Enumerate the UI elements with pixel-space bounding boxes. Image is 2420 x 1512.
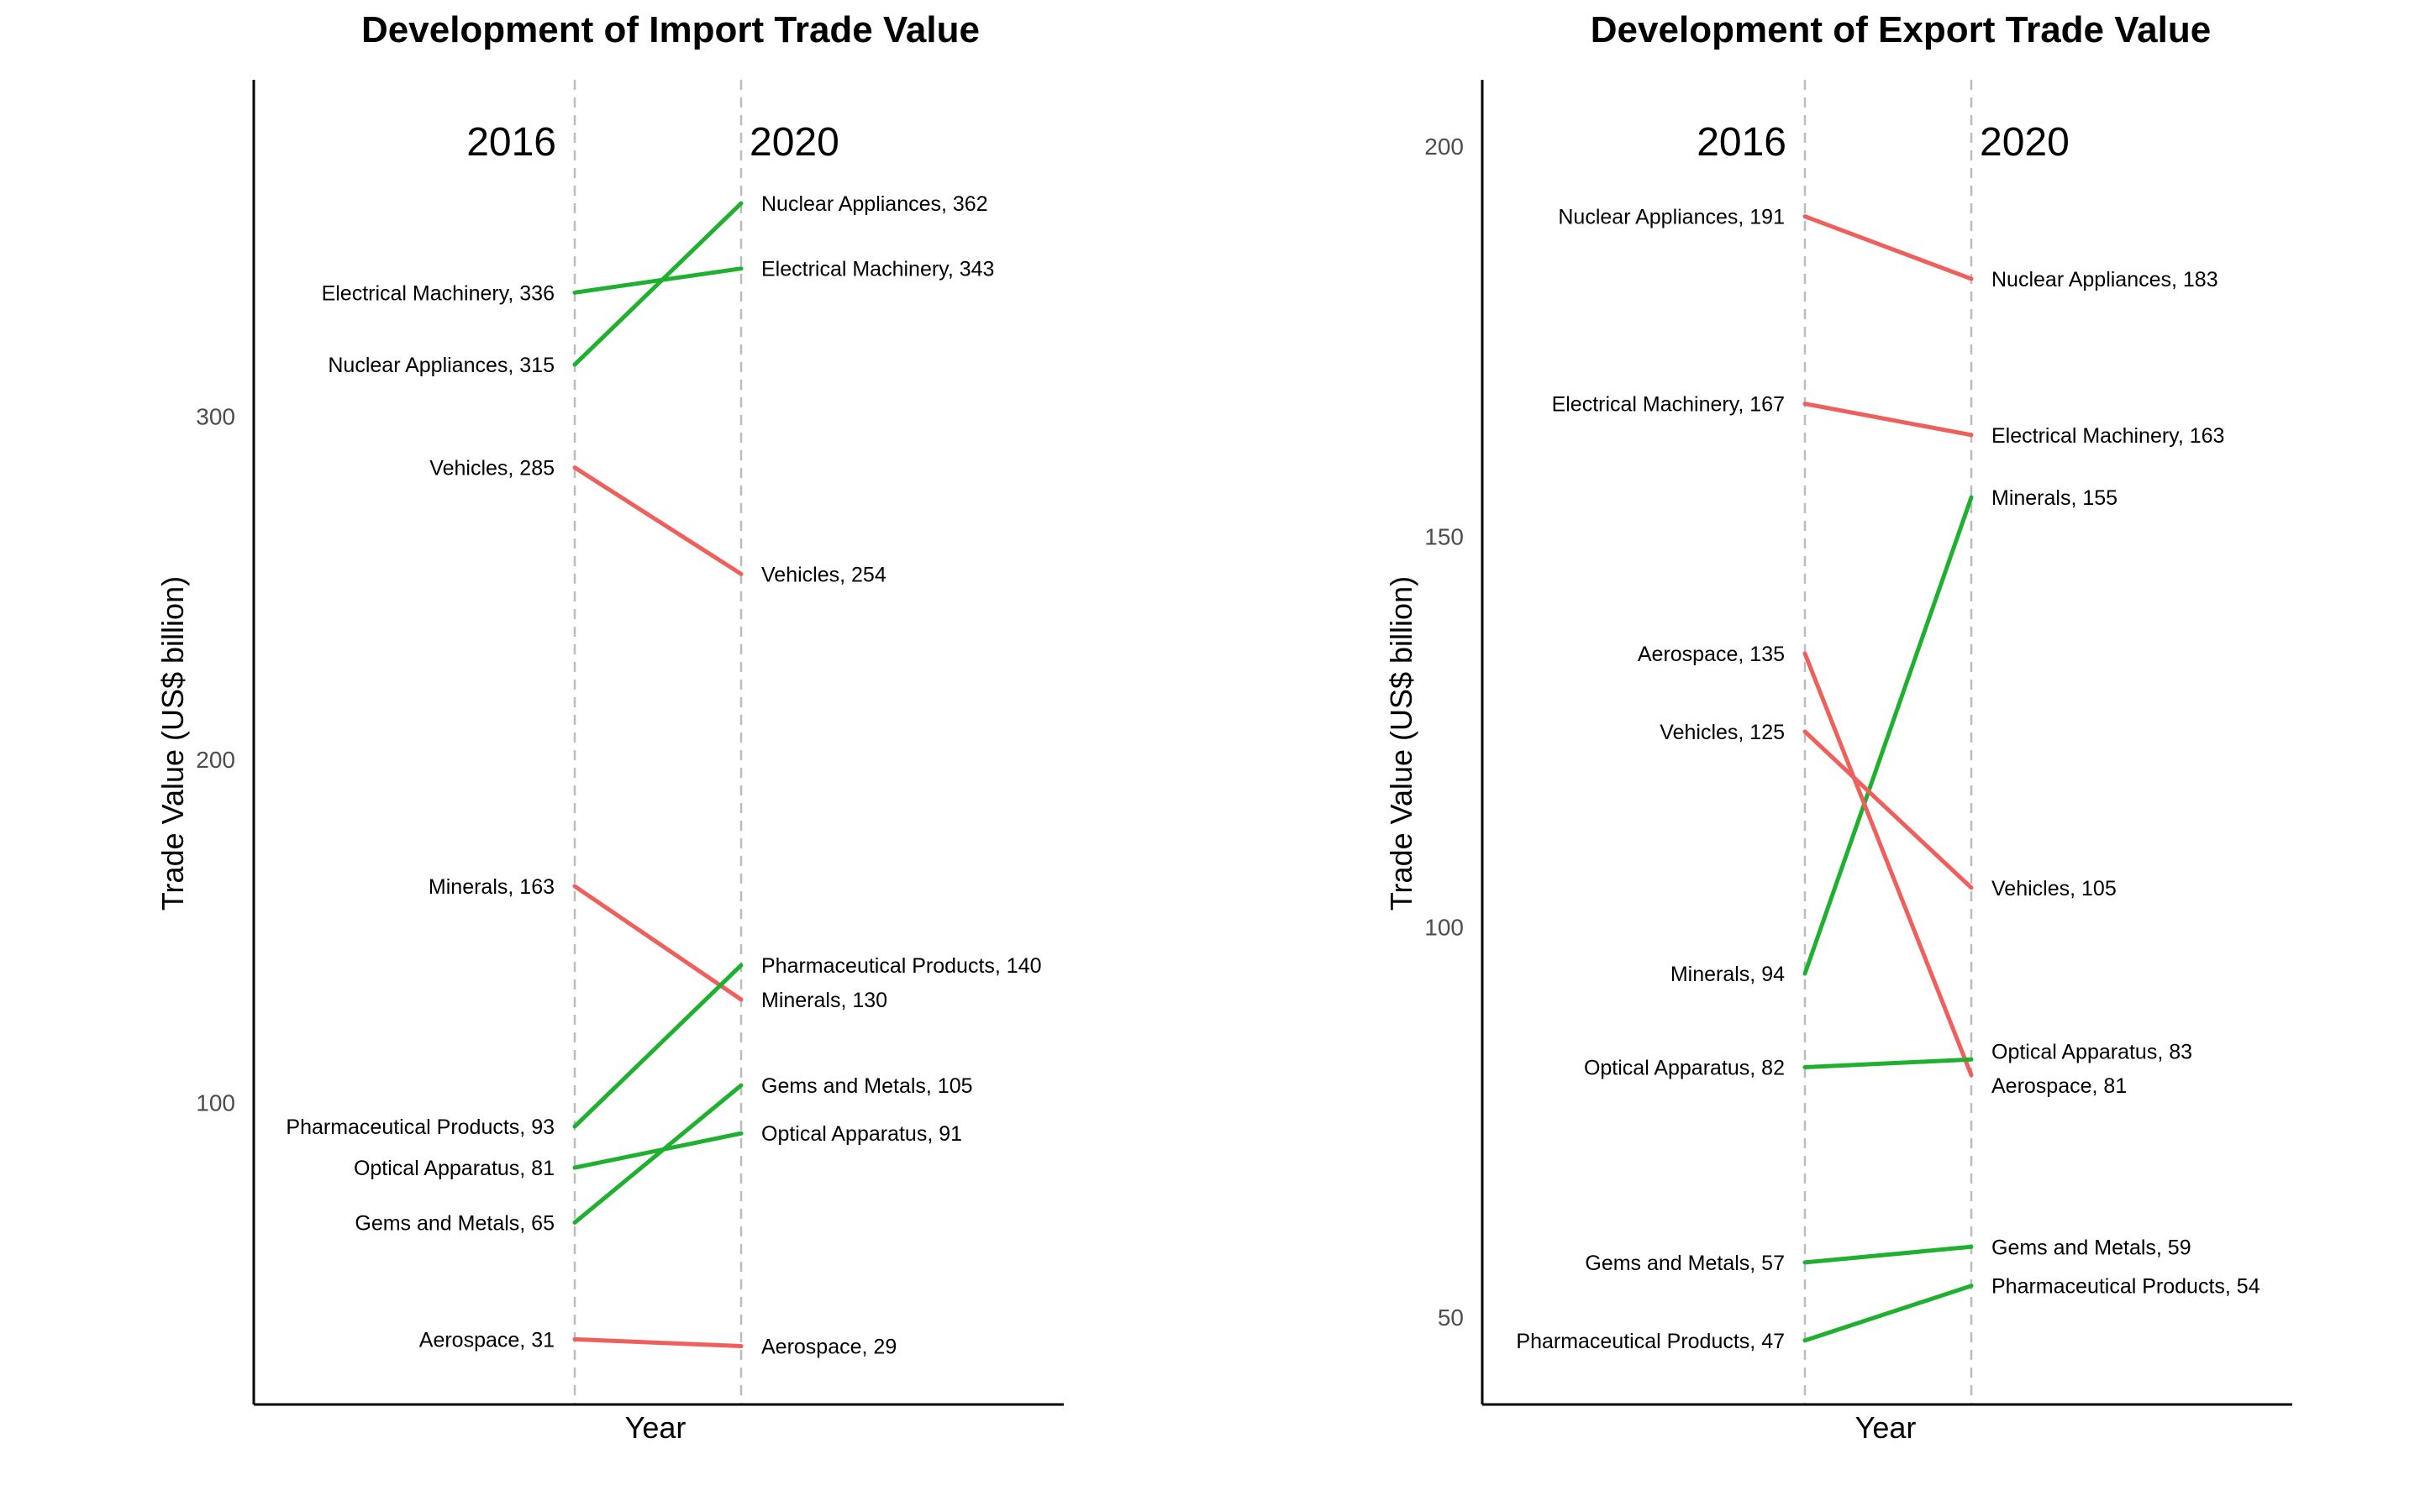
import-label-nuclear-appliances-2020: Nuclear Appliances, 362: [761, 192, 988, 216]
import-series-line-aerospace: [572, 1336, 744, 1349]
export-label-vehicles-2016: Vehicles, 125: [1660, 721, 1785, 744]
import-x-axis-label: Year: [625, 1410, 687, 1445]
export-year-2020-header: 2020: [1980, 120, 2070, 165]
import-year-2016-header: 2016: [466, 120, 556, 165]
import-label-gems-and-metals-2020: Gems and Metals, 105: [761, 1074, 973, 1098]
import-series-lines: [572, 201, 744, 1349]
export-label-gems-and-metals-2016: Gems and Metals, 57: [1585, 1252, 1785, 1275]
export-y-tick-label: 50: [1438, 1305, 1464, 1331]
export-y-tick-label: 200: [1424, 134, 1464, 160]
export-y-tick-label: 150: [1424, 524, 1464, 550]
export-label-minerals-2020: Minerals, 155: [1991, 486, 2118, 510]
export-label-electrical-machinery-2016: Electrical Machinery, 167: [1552, 393, 1785, 417]
export-label-nuclear-appliances-2016: Nuclear Appliances, 191: [1558, 206, 1785, 229]
import-y-ticks: 100 200 300: [196, 403, 235, 1116]
export-label-minerals-2016: Minerals, 94: [1670, 963, 1785, 986]
export-label-pharmaceutical-products-2020: Pharmaceutical Products, 54: [1991, 1275, 2260, 1299]
export-chart-panel: Development of Export Trade Value Year T…: [1384, 9, 2292, 1445]
export-series-line-vehicles: [1802, 729, 1974, 890]
export-data-labels: Nuclear Appliances, 191 Nuclear Appliance…: [1516, 206, 2260, 1353]
import-series-line-pharmaceutical-products: [572, 963, 744, 1129]
import-series-line-optical-apparatus: [572, 1131, 744, 1170]
export-series-line-optical-apparatus: [1802, 1057, 1974, 1070]
export-label-nuclear-appliances-2020: Nuclear Appliances, 183: [1991, 268, 2218, 291]
export-x-axis-label: Year: [1855, 1410, 1917, 1445]
import-chart-title: Development of Import Trade Value: [361, 9, 980, 50]
import-chart-panel: Development of Import Trade Value Year T…: [155, 9, 1064, 1445]
export-series-lines: [1802, 214, 1974, 1343]
export-series-line-nuclear-appliances: [1802, 214, 1974, 281]
import-series-line-nuclear-appliances: [572, 201, 744, 367]
export-label-vehicles-2020: Vehicles, 105: [1991, 877, 2117, 900]
import-y-tick-label: 100: [196, 1089, 235, 1116]
import-label-minerals-2016: Minerals, 163: [429, 875, 555, 899]
import-year-2020-header: 2020: [750, 120, 839, 165]
import-y-axis-label: Trade Value (US$ billion): [155, 576, 190, 911]
import-label-pharmaceutical-products-2016: Pharmaceutical Products, 93: [286, 1116, 555, 1139]
export-label-aerospace-2020: Aerospace, 81: [1991, 1074, 2127, 1098]
import-series-line-minerals: [572, 884, 744, 1002]
export-label-gems-and-metals-2020: Gems and Metals, 59: [1991, 1236, 2191, 1259]
export-year-2016-header: 2016: [1697, 120, 1786, 165]
import-label-vehicles-2020: Vehicles, 254: [761, 563, 886, 586]
import-label-electrical-machinery-2020: Electrical Machinery, 343: [761, 258, 994, 281]
export-chart-title: Development of Export Trade Value: [1591, 9, 2211, 50]
export-label-pharmaceutical-products-2016: Pharmaceutical Products, 47: [1516, 1330, 1785, 1353]
export-series-line-pharmaceutical-products: [1802, 1284, 1974, 1343]
import-label-optical-apparatus-2020: Optical Apparatus, 91: [761, 1122, 962, 1146]
export-label-aerospace-2016: Aerospace, 135: [1638, 643, 1785, 666]
export-y-ticks: 50 100 150 200: [1424, 134, 1464, 1331]
export-y-axis-label: Trade Value (US$ billion): [1384, 576, 1418, 911]
export-series-line-electrical-machinery: [1802, 402, 1974, 438]
import-label-vehicles-2016: Vehicles, 285: [429, 457, 555, 480]
export-label-optical-apparatus-2016: Optical Apparatus, 82: [1584, 1057, 1785, 1080]
export-series-line-minerals: [1802, 495, 1974, 976]
import-label-pharmaceutical-products-2020: Pharmaceutical Products, 140: [761, 954, 1042, 978]
import-label-optical-apparatus-2016: Optical Apparatus, 81: [354, 1157, 555, 1180]
import-label-aerospace-2020: Aerospace, 29: [761, 1336, 897, 1359]
import-data-labels: Nuclear Appliances, 315 Nuclear Appliance…: [286, 192, 1041, 1358]
import-label-minerals-2020: Minerals, 130: [761, 989, 887, 1012]
import-label-electrical-machinery-2016: Electrical Machinery, 336: [322, 281, 555, 305]
export-label-electrical-machinery-2020: Electrical Machinery, 163: [1991, 424, 2224, 448]
import-series-line-gems-and-metals: [572, 1083, 744, 1225]
export-y-tick-label: 100: [1424, 914, 1464, 940]
import-y-tick-label: 200: [196, 747, 235, 773]
import-label-gems-and-metals-2016: Gems and Metals, 65: [355, 1211, 555, 1235]
import-series-line-electrical-machinery: [572, 266, 744, 295]
import-series-line-vehicles: [572, 465, 744, 576]
export-label-optical-apparatus-2020: Optical Apparatus, 83: [1991, 1040, 2192, 1063]
export-series-line-gems-and-metals: [1802, 1244, 1974, 1265]
import-y-tick-label: 300: [196, 403, 235, 429]
export-series-line-aerospace: [1802, 651, 1974, 1078]
import-label-aerospace-2016: Aerospace, 31: [419, 1328, 555, 1352]
import-label-nuclear-appliances-2016: Nuclear Appliances, 315: [328, 354, 555, 377]
